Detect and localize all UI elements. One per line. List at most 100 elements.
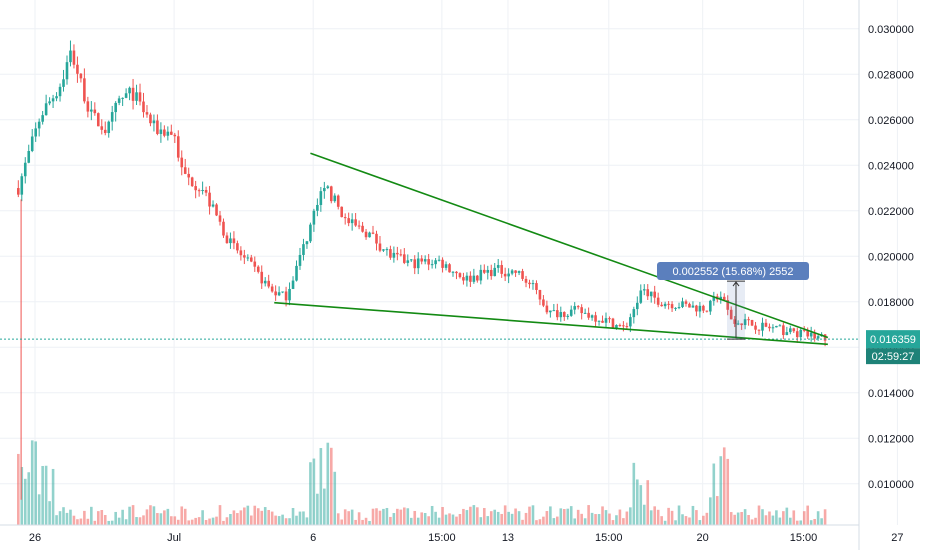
- volume-bar: [559, 508, 563, 525]
- candle-body: [538, 289, 542, 300]
- volume-bar: [663, 520, 667, 525]
- y-tick-label: 0.024000: [868, 160, 914, 172]
- volume-bar: [246, 505, 250, 525]
- volume-bar: [298, 511, 302, 525]
- candle-body: [743, 319, 747, 326]
- candle-body: [124, 93, 128, 98]
- volume-bar: [476, 507, 479, 525]
- volume-bar: [660, 516, 663, 525]
- volume-bar: [695, 510, 698, 525]
- volume-bar: [580, 513, 583, 525]
- volume-bar: [392, 513, 396, 525]
- candle-body: [389, 249, 392, 258]
- volume-bar: [458, 514, 462, 525]
- candle-body: [458, 273, 462, 278]
- candle-body: [204, 189, 208, 193]
- y-tick-label: 0.020000: [868, 251, 914, 263]
- volume-bar: [514, 508, 517, 525]
- volume-bar: [510, 513, 514, 525]
- volume-bar: [135, 517, 138, 525]
- candle-body: [677, 307, 681, 309]
- volume-bar: [152, 506, 156, 525]
- volume-bar: [413, 510, 417, 525]
- volume-bar: [597, 514, 601, 525]
- candle-body: [329, 186, 333, 202]
- volume-bar: [823, 509, 827, 525]
- candle-body: [340, 206, 344, 218]
- volume-bar: [736, 512, 740, 525]
- volume-bar: [545, 511, 549, 525]
- candle-body: [239, 250, 243, 256]
- volume-bar: [375, 508, 378, 525]
- volume-bar: [173, 516, 177, 525]
- y-tick-label: 0.026000: [868, 115, 914, 127]
- candle-body: [535, 283, 538, 290]
- volume-bar: [549, 506, 552, 525]
- candle-body: [166, 131, 170, 136]
- measure-label: 0.002552 (15.68%) 2552: [672, 266, 793, 278]
- candle-body: [542, 299, 545, 306]
- candle-body: [41, 115, 44, 122]
- candle-body: [138, 92, 142, 102]
- volume-bar: [552, 518, 556, 525]
- volume-bar: [590, 512, 594, 525]
- candle-body: [660, 304, 663, 307]
- candle-body: [670, 304, 674, 309]
- volume-bar: [820, 518, 823, 525]
- volume-bar: [138, 517, 142, 525]
- candle-body: [413, 259, 417, 269]
- candle-body: [597, 320, 601, 322]
- volume-bar: [128, 506, 131, 525]
- volume-bar: [733, 514, 736, 525]
- volume-bar: [72, 515, 76, 525]
- candle-body: [100, 126, 104, 130]
- candle-body: [201, 189, 204, 191]
- x-tick-label: Jul: [167, 532, 181, 544]
- y-tick-label: 0.012000: [868, 433, 914, 445]
- drawings[interactable]: 0.002552 (15.68%) 2552: [274, 152, 829, 346]
- volume-bar: [576, 509, 580, 525]
- volume-bar: [677, 505, 681, 525]
- candle-body: [771, 327, 775, 329]
- volume-bar: [117, 517, 121, 525]
- volume-bar: [489, 511, 493, 525]
- candle-body: [754, 325, 757, 330]
- candle-body: [243, 255, 246, 258]
- candle-body: [517, 271, 521, 273]
- candle-body: [263, 280, 267, 284]
- candle-body: [764, 322, 768, 327]
- volume-bar: [17, 453, 20, 525]
- volume-bar: [632, 462, 636, 525]
- candle-body: [170, 131, 173, 135]
- candle-body: [430, 264, 434, 266]
- candle-body: [316, 204, 319, 211]
- volume-bar: [594, 514, 597, 525]
- volume-bar: [535, 520, 538, 525]
- candle-body: [653, 291, 656, 298]
- volume-bar: [705, 512, 709, 525]
- candle-body: [552, 310, 556, 312]
- volume-bar: [601, 506, 604, 525]
- candle-body: [114, 102, 117, 113]
- candle-body: [44, 103, 48, 116]
- volume-bar: [503, 505, 507, 525]
- candle-body: [722, 296, 726, 301]
- candle-body: [795, 331, 799, 338]
- candle-body: [187, 173, 191, 178]
- volume-bar: [149, 505, 152, 525]
- volume-bar: [691, 505, 695, 525]
- volume-bar: [333, 471, 337, 525]
- volume-bar: [782, 511, 785, 525]
- candle-body: [55, 96, 58, 99]
- volume-bar: [524, 512, 528, 525]
- volume-bar: [799, 520, 803, 525]
- volume-bar: [667, 507, 670, 525]
- volume-bar: [768, 511, 771, 525]
- candle-body: [462, 277, 465, 281]
- volume-bar: [218, 505, 222, 525]
- candle-body: [768, 326, 771, 329]
- candle-body: [709, 300, 712, 312]
- volume-bar: [51, 468, 55, 525]
- candle-body: [364, 231, 368, 238]
